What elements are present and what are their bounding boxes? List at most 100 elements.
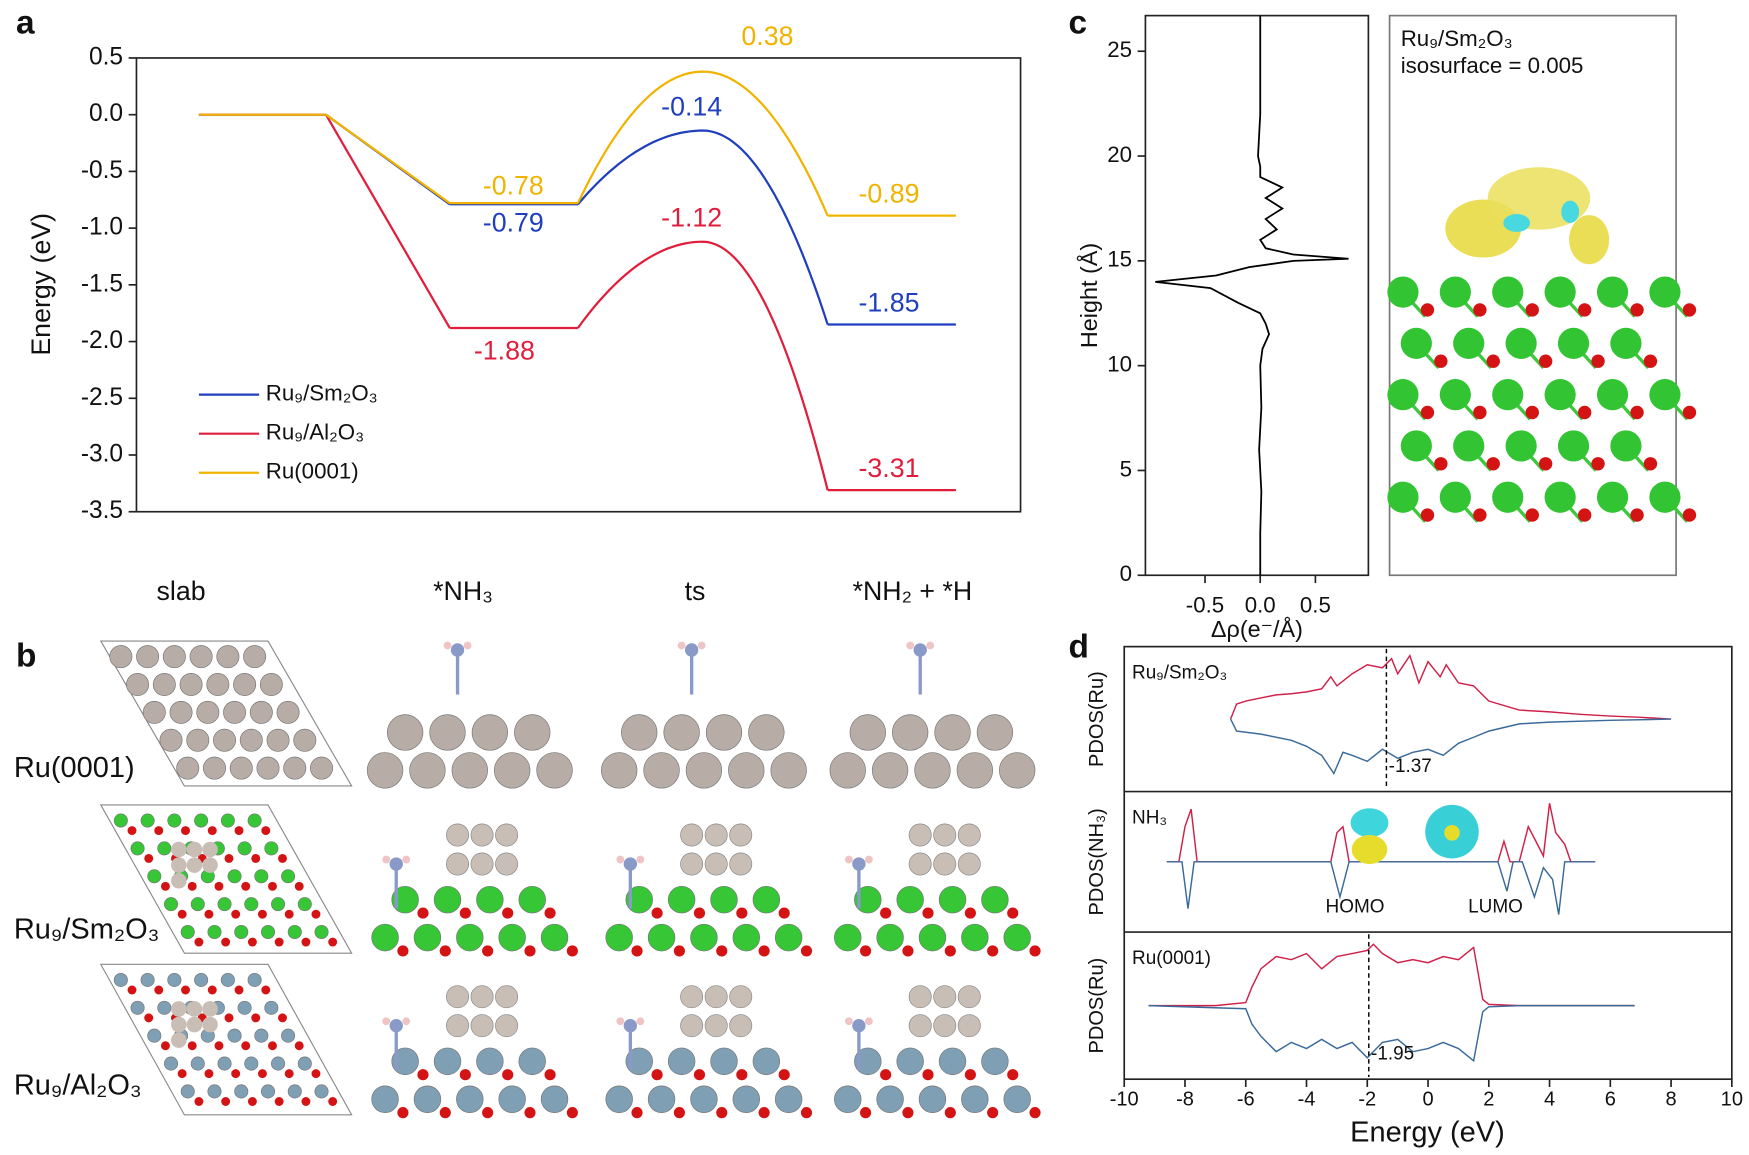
atom — [433, 1047, 462, 1076]
cell-outline — [99, 804, 353, 954]
sm-atom — [1400, 327, 1432, 359]
y-tick-label: -3.0 — [81, 440, 123, 467]
h-atom — [906, 641, 915, 650]
atom — [264, 1000, 279, 1015]
atom — [391, 1047, 419, 1076]
atom — [413, 1085, 442, 1113]
atom — [167, 813, 182, 828]
o-atom — [214, 1041, 224, 1051]
atom — [961, 1085, 989, 1113]
o-atom — [261, 826, 271, 836]
ru-atom — [704, 1014, 728, 1038]
value-label: 0.38 — [741, 21, 793, 51]
o-atom — [257, 909, 267, 919]
sm-atom — [1387, 481, 1419, 513]
isosurface — [1503, 214, 1531, 232]
ru-atom — [446, 1014, 470, 1038]
atom — [625, 1047, 653, 1076]
o-atom — [284, 909, 294, 919]
y-tick-label: -3.5 — [81, 497, 123, 524]
o-atom — [247, 937, 257, 947]
o-atom — [224, 853, 234, 863]
o-atom — [502, 1069, 514, 1081]
o-atom — [234, 826, 244, 836]
panel-label: c — [1068, 4, 1087, 41]
o-atom — [417, 1069, 429, 1081]
atom — [237, 841, 252, 856]
h-atom — [677, 641, 686, 650]
atom — [710, 885, 738, 914]
sm-atom — [1505, 430, 1537, 462]
o-atom — [397, 1107, 409, 1119]
o-atom — [274, 1097, 284, 1106]
ru-atom — [470, 1014, 494, 1038]
x-tick-label: -6 — [1237, 1089, 1255, 1111]
o-atom — [251, 1013, 261, 1023]
n-atom — [852, 1018, 866, 1033]
o-atom — [221, 1097, 231, 1106]
ru-atom — [680, 1014, 704, 1038]
n-atom — [450, 643, 465, 657]
atom — [180, 1084, 195, 1099]
panel-label: d — [1068, 629, 1088, 666]
o-atom — [261, 985, 271, 995]
barrier-curve — [577, 129, 829, 325]
sm-atom — [1544, 379, 1576, 411]
y-tick-label: 0.0 — [89, 100, 123, 127]
band-center-label: -1.37 — [1389, 756, 1432, 777]
value-label: -1.88 — [474, 336, 535, 366]
value-label: -0.78 — [483, 171, 544, 201]
x-axis-label: Δρ(e⁻/Å) — [1211, 615, 1303, 642]
ru-atom — [186, 841, 203, 858]
o-atom — [177, 909, 187, 919]
atom — [476, 885, 504, 914]
ru-atom — [680, 823, 704, 847]
o-atom — [221, 937, 231, 947]
o-atom — [397, 945, 409, 957]
o-atom — [524, 945, 536, 957]
ru-atom — [957, 1014, 981, 1038]
atom — [386, 714, 424, 751]
atom — [536, 752, 573, 789]
ru-atom — [202, 1016, 218, 1033]
o-atom — [204, 909, 214, 919]
o-atom — [964, 907, 976, 919]
o-atom — [1029, 1107, 1041, 1119]
o-atom — [268, 881, 277, 891]
atom — [206, 673, 230, 697]
y-tick-label: 20 — [1107, 142, 1132, 167]
atom — [293, 728, 317, 752]
pdos-curve — [1148, 1004, 1635, 1063]
h-atom — [636, 1017, 645, 1026]
atom — [518, 1047, 546, 1076]
h-atom — [697, 641, 706, 650]
atom — [710, 1047, 738, 1076]
ru-atom — [704, 852, 728, 876]
o-atom — [231, 1069, 241, 1079]
o-atom — [860, 945, 872, 957]
sm-atom — [1400, 430, 1432, 462]
ru-atom — [186, 1016, 203, 1033]
atom — [229, 756, 253, 780]
atom — [213, 728, 237, 752]
atom — [310, 756, 334, 780]
sm-atom — [1544, 276, 1576, 308]
ru-atom — [171, 841, 187, 858]
atom — [456, 1085, 484, 1113]
o-atom — [311, 1069, 321, 1079]
atom — [540, 923, 569, 952]
ru-atom — [171, 1001, 187, 1017]
value-label: -1.85 — [859, 288, 920, 318]
atom — [297, 1056, 312, 1071]
o-atom — [234, 985, 244, 995]
sm-atom — [1453, 327, 1485, 359]
atom — [663, 714, 700, 751]
atom — [157, 841, 172, 856]
o-atom — [778, 1069, 790, 1081]
atom — [314, 925, 329, 940]
o-atom — [181, 985, 190, 995]
sm-atom — [1387, 276, 1419, 308]
o-atom — [758, 945, 770, 957]
atom — [271, 1056, 286, 1071]
